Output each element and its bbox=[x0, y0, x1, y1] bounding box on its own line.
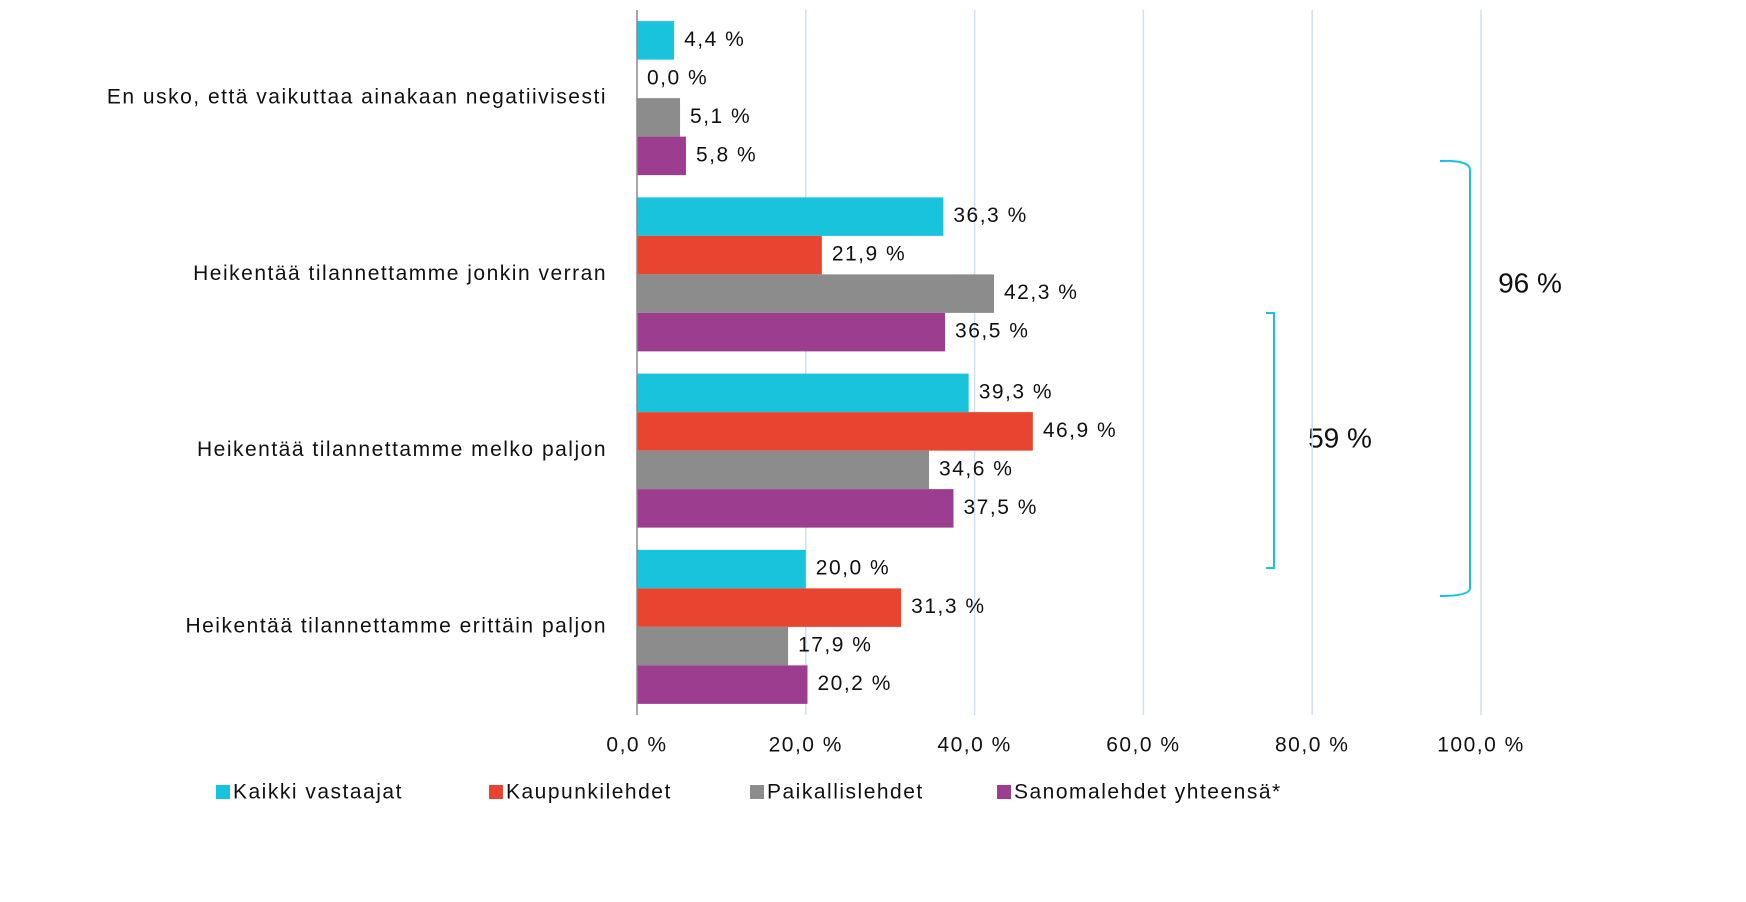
x-tick-label: 0,0 % bbox=[606, 734, 667, 757]
legend-label: Kaikki vastaajat bbox=[233, 781, 403, 804]
value-label: 20,2 % bbox=[817, 672, 891, 695]
x-tick-label: 60,0 % bbox=[1106, 734, 1180, 757]
y-tick-label: Heikentää tilannettamme erittäin paljon bbox=[185, 614, 607, 637]
value-label: 37,5 % bbox=[964, 496, 1038, 519]
value-label: 31,3 % bbox=[911, 595, 985, 618]
value-label: 4,4 % bbox=[684, 28, 745, 51]
bar bbox=[637, 549, 806, 589]
bar bbox=[637, 98, 681, 137]
value-label: 20,0 % bbox=[816, 557, 890, 580]
y-tick-label: En usko, että vaikuttaa ainakaan negatii… bbox=[107, 86, 607, 109]
bar bbox=[637, 665, 808, 704]
legend-swatch bbox=[216, 785, 230, 799]
y-tick-label: Heikentää tilannettamme melko paljon bbox=[197, 438, 607, 461]
bar bbox=[637, 21, 675, 60]
x-tick-label: 20,0 % bbox=[769, 734, 843, 757]
bar bbox=[637, 312, 946, 352]
bar bbox=[637, 412, 1033, 451]
bar bbox=[637, 588, 902, 627]
bracket bbox=[1266, 312, 1275, 569]
bar bbox=[637, 235, 822, 275]
value-label: 46,9 % bbox=[1043, 419, 1117, 442]
bar bbox=[637, 373, 969, 413]
legend-swatch bbox=[750, 785, 764, 799]
legend-swatch bbox=[997, 785, 1011, 799]
x-tick-label: 100,0 % bbox=[1437, 734, 1525, 757]
value-label: 21,9 % bbox=[832, 243, 906, 266]
value-label: 0,0 % bbox=[647, 66, 708, 89]
value-label: 36,5 % bbox=[955, 320, 1029, 343]
value-label: 39,3 % bbox=[979, 380, 1053, 403]
annotation: 96 % bbox=[1498, 267, 1562, 298]
value-label: 34,6 % bbox=[939, 457, 1013, 480]
value-label: 17,9 % bbox=[798, 634, 872, 657]
bar bbox=[637, 197, 944, 236]
bar bbox=[637, 450, 930, 490]
legend-label: Sanomalehdet yhteensä* bbox=[1014, 781, 1282, 804]
value-label: 5,1 % bbox=[690, 105, 751, 128]
bar bbox=[637, 626, 789, 666]
legend-swatch bbox=[489, 785, 503, 799]
value-label: 42,3 % bbox=[1004, 281, 1078, 304]
bar bbox=[637, 489, 954, 528]
bar bbox=[637, 274, 995, 313]
y-tick-label: Heikentää tilannettamme jonkin verran bbox=[193, 262, 607, 285]
bracket bbox=[1439, 159, 1471, 597]
bar bbox=[637, 136, 686, 176]
value-label: 36,3 % bbox=[953, 204, 1027, 227]
x-tick-label: 80,0 % bbox=[1275, 734, 1349, 757]
legend-label: Kaupunkilehdet bbox=[506, 781, 672, 804]
legend-label: Paikallislehdet bbox=[767, 781, 924, 804]
value-label: 5,8 % bbox=[696, 143, 757, 166]
annotation: 59 % bbox=[1308, 422, 1372, 453]
x-tick-label: 40,0 % bbox=[937, 734, 1011, 757]
